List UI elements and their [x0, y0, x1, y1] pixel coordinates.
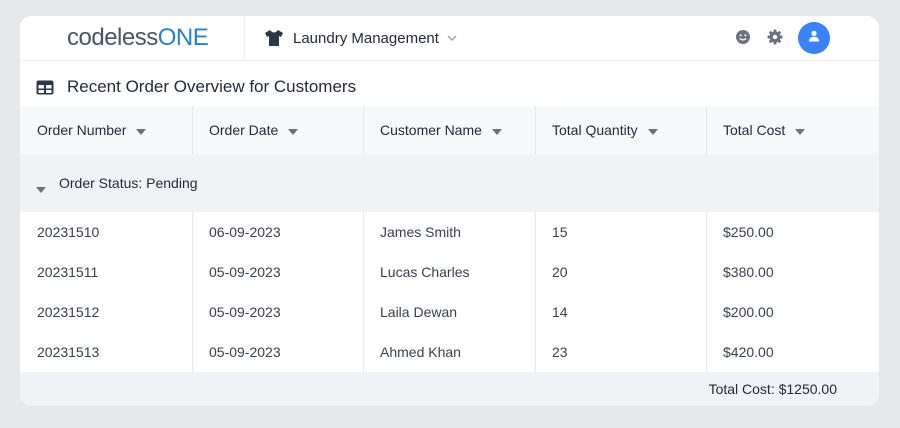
- total-cost-summary: Total Cost: $1250.00: [708, 381, 837, 397]
- cell-customer-name: Laila Dewan: [380, 304, 458, 320]
- column-header-total-cost[interactable]: Total Cost: [706, 106, 879, 154]
- cell-order-date: 06-09-2023: [209, 224, 281, 240]
- column-header-order-number[interactable]: Order Number: [20, 106, 192, 154]
- logo-text-part1: codeless: [67, 24, 158, 51]
- column-divider: [363, 106, 364, 154]
- user-avatar[interactable]: [798, 22, 830, 54]
- app-switcher[interactable]: Laundry Management: [264, 26, 457, 50]
- app-logo[interactable]: codelessONE: [67, 22, 209, 54]
- cell-order-date: 05-09-2023: [209, 264, 281, 280]
- column-divider: [192, 212, 193, 372]
- logo-text-part2: ONE: [157, 24, 209, 51]
- cell-total-cost: $200.00: [723, 304, 774, 320]
- column-divider: [363, 212, 364, 372]
- page-title: Recent Order Overview for Customers: [67, 77, 357, 96]
- cell-order-number: 20231511: [37, 264, 99, 280]
- cell-order-number: 20231510: [37, 224, 100, 240]
- top-bar: codelessONE Laundry Management: [20, 16, 879, 61]
- cell-total-quantity: 20: [552, 264, 568, 280]
- cell-order-date: 05-09-2023: [209, 344, 281, 360]
- app-window: codelessONE Laundry Management: [20, 16, 879, 406]
- table-icon: [36, 80, 54, 100]
- table-header: Order Number Order Date Customer Name To…: [20, 106, 879, 155]
- table-row[interactable]: 20231512 05-09-2023 Laila Dewan 14 $200.…: [20, 292, 879, 333]
- app-name: Laundry Management: [293, 29, 439, 47]
- group-row-order-status[interactable]: Order Status: Pending: [20, 154, 879, 213]
- cell-total-quantity: 15: [552, 224, 568, 240]
- caret-down-icon[interactable]: [36, 180, 46, 198]
- column-header-label: Customer Name: [380, 122, 482, 138]
- cell-total-cost: $250.00: [723, 224, 774, 240]
- cell-total-cost: $380.00: [723, 264, 774, 280]
- group-label: Order Status: Pending: [59, 175, 198, 191]
- table-row[interactable]: 20231511 05-09-2023 Lucas Charles 20 $38…: [20, 252, 879, 293]
- column-divider: [706, 212, 707, 372]
- cell-total-quantity: 14: [552, 304, 568, 320]
- cell-customer-name: Ahmed Khan: [380, 344, 461, 360]
- smiley-icon[interactable]: [735, 29, 751, 50]
- sort-caret-icon[interactable]: [288, 122, 299, 138]
- cell-customer-name: James Smith: [380, 224, 461, 240]
- sort-caret-icon[interactable]: [491, 122, 502, 138]
- column-header-order-date[interactable]: Order Date: [192, 106, 363, 154]
- cell-order-date: 05-09-2023: [209, 304, 281, 320]
- cell-order-number: 20231512: [37, 304, 100, 320]
- sort-caret-icon[interactable]: [136, 122, 147, 138]
- column-divider: [535, 212, 536, 372]
- cell-total-quantity: 23: [552, 344, 568, 360]
- column-divider: [535, 106, 536, 154]
- column-header-customer-name[interactable]: Customer Name: [363, 106, 535, 154]
- cell-order-number: 20231513: [37, 344, 100, 360]
- column-header-total-quantity[interactable]: Total Quantity: [535, 106, 706, 154]
- shirt-icon: [264, 29, 284, 47]
- sort-caret-icon[interactable]: [647, 122, 658, 138]
- cell-total-cost: $420.00: [723, 344, 774, 360]
- column-header-label: Order Number: [37, 122, 127, 138]
- column-divider: [706, 106, 707, 154]
- column-divider: [192, 106, 193, 154]
- header-divider: [244, 16, 245, 60]
- table-row[interactable]: 20231510 06-09-2023 James Smith 15 $250.…: [20, 212, 879, 253]
- chevron-down-icon: [447, 34, 457, 42]
- table-footer: Total Cost: $1250.00: [20, 372, 879, 406]
- column-header-label: Total Cost: [723, 122, 786, 138]
- sort-caret-icon[interactable]: [795, 122, 806, 138]
- column-header-label: Order Date: [209, 122, 279, 138]
- gear-icon[interactable]: [767, 29, 783, 50]
- table-row[interactable]: 20231513 05-09-2023 Ahmed Khan 23 $420.0…: [20, 332, 879, 373]
- user-icon: [808, 29, 820, 47]
- page-header: Recent Order Overview for Customers: [20, 60, 879, 106]
- cell-customer-name: Lucas Charles: [380, 264, 470, 280]
- column-header-label: Total Quantity: [552, 122, 638, 138]
